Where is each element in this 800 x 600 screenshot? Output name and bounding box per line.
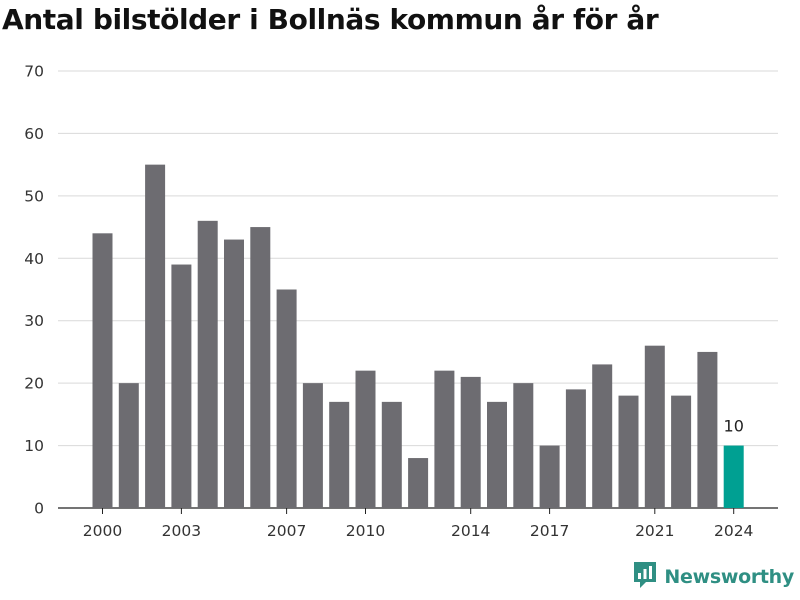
y-tick-label: 40 [24, 250, 44, 268]
x-tick-label: 2024 [714, 522, 753, 540]
bar-2010 [355, 370, 376, 508]
x-tick-label: 2000 [83, 522, 122, 540]
brand-logo: Newsworthy [632, 560, 794, 594]
y-tick-label: 50 [24, 187, 44, 205]
bar-2013 [434, 370, 455, 508]
y-tick-label: 0 [34, 500, 44, 518]
bar-2012 [408, 458, 429, 508]
bars [92, 164, 744, 509]
bar-2001 [118, 383, 139, 508]
bar-2019 [592, 364, 613, 508]
bar-2005 [224, 239, 244, 509]
x-tick-label: 2017 [530, 522, 569, 540]
bar-2009 [329, 401, 350, 508]
bar-2020 [618, 395, 639, 508]
bar-2011 [381, 401, 402, 508]
bar-2014 [460, 376, 481, 508]
bar-2002 [145, 164, 166, 508]
bar-2016 [513, 383, 534, 508]
bar-2015 [487, 401, 507, 508]
bar-2003 [171, 264, 192, 508]
y-tick-label: 70 [24, 63, 44, 81]
y-axis-ticks: 0 10 20 30 40 50 60 70 [24, 63, 44, 518]
bar-2017 [539, 445, 560, 508]
bar-2018 [565, 389, 586, 508]
newsworthy-logo-icon [632, 560, 658, 594]
bar-2008 [302, 383, 323, 508]
y-tick-label: 30 [24, 312, 44, 330]
data-labels: 10 [724, 417, 744, 436]
x-tick-label: 2021 [635, 522, 674, 540]
y-tick-label: 60 [24, 125, 44, 143]
bar-2000 [92, 233, 113, 509]
bar-2024 [723, 445, 744, 508]
gridlines [58, 70, 778, 509]
y-tick-label: 10 [24, 437, 44, 455]
x-tick-label: 2010 [346, 522, 385, 540]
x-axis-ticks: 2000 2003 2007 2010 2014 2017 2021 2024 [83, 508, 753, 540]
chart-title: Antal bilstölder i Bollnäs kommun år för… [2, 3, 659, 36]
x-tick-label: 2014 [451, 522, 490, 540]
y-tick-label: 20 [24, 375, 44, 393]
bar-2022 [671, 395, 692, 508]
bar-2004 [197, 220, 218, 509]
data-label-2024: 10 [724, 417, 744, 436]
brand-name: Newsworthy [664, 566, 794, 588]
x-tick-label: 2007 [267, 522, 306, 540]
bar-2023 [697, 351, 718, 508]
bar-2006 [250, 227, 271, 509]
bar-2007 [276, 289, 297, 508]
bar-2021 [644, 345, 665, 508]
x-tick-label: 2003 [162, 522, 201, 540]
